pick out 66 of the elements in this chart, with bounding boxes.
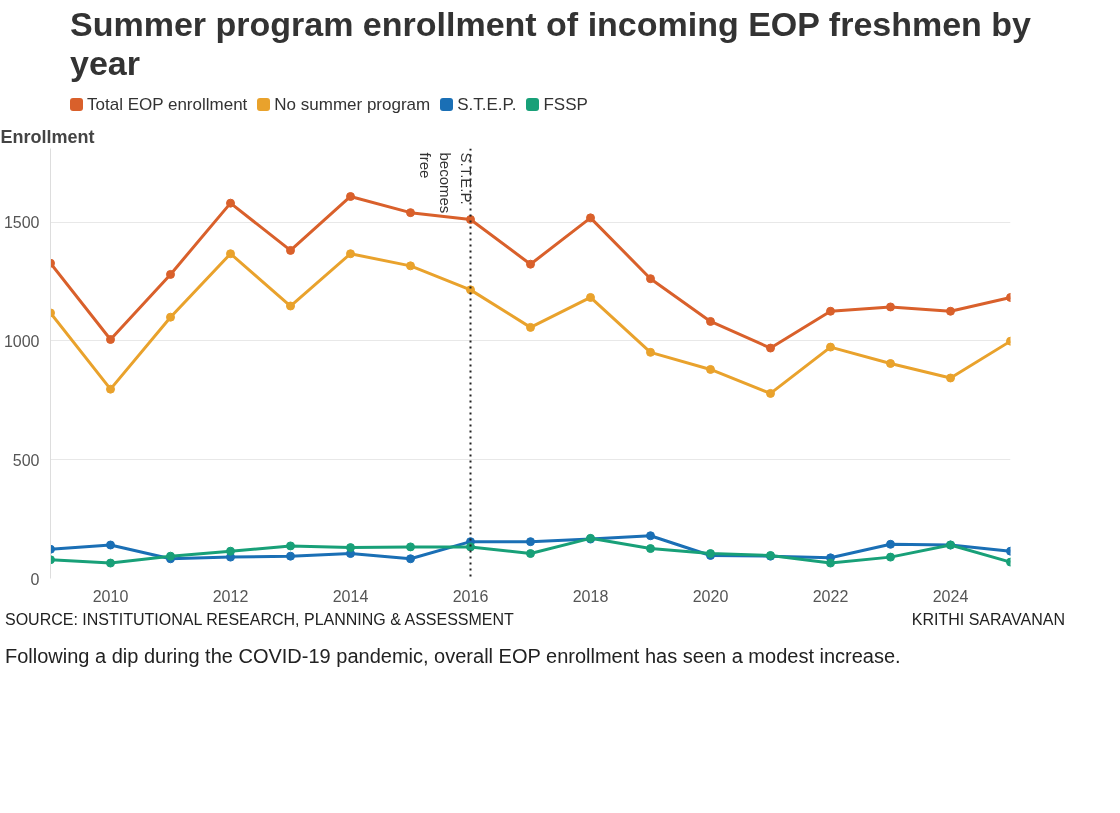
y-tick-label: 1000 — [3, 333, 40, 351]
x-tick-label: 2018 — [572, 587, 609, 605]
x-tick-label: 2024 — [932, 587, 969, 605]
point — [346, 249, 355, 259]
y-tick-label: 0 — [30, 570, 40, 588]
point — [406, 261, 415, 271]
point — [766, 344, 775, 354]
y-axis-title: Enrollment — [0, 126, 95, 147]
point — [766, 389, 775, 399]
legend-label: S.T.E.P. — [456, 95, 517, 115]
point — [646, 348, 655, 358]
point — [346, 192, 355, 202]
legend-label: FSSP — [542, 95, 588, 115]
chart-title: Summer program enrollment of incoming EOP freshmen by year — [70, 5, 1032, 84]
text: KRITHI SARAVANAN — [911, 610, 1065, 631]
point — [526, 549, 535, 559]
point — [526, 323, 535, 333]
point — [286, 301, 295, 311]
text: Following a dip during the COVID-19 pandemic, overall EOP enrollment has seen a modest increase. — [5, 644, 901, 670]
point — [646, 544, 655, 554]
x-tick-label: 2010 — [92, 587, 129, 605]
x-tick-label: 2014 — [332, 587, 369, 605]
point — [826, 343, 835, 353]
point — [886, 553, 895, 563]
point — [886, 302, 895, 312]
point — [706, 365, 715, 375]
point — [346, 543, 355, 553]
x-tick-label: 2022 — [812, 587, 849, 605]
point — [646, 274, 655, 284]
point — [286, 246, 295, 256]
point — [946, 307, 955, 317]
point — [706, 317, 715, 327]
point — [226, 249, 235, 259]
point — [406, 542, 415, 552]
point — [406, 208, 415, 218]
point — [526, 260, 535, 270]
point — [286, 552, 295, 562]
source-note: SOURCE: INSTITUTIONAL RESEARCH, PLANNING & ASSESSMENT — [5, 610, 514, 631]
point — [526, 537, 535, 547]
point — [646, 531, 655, 541]
point — [166, 313, 175, 323]
point — [826, 559, 835, 569]
point — [106, 559, 115, 569]
point — [466, 542, 475, 552]
point — [106, 385, 115, 395]
point — [406, 554, 415, 564]
x-tick-label: 2020 — [692, 587, 729, 605]
x-tick-label: 2016 — [452, 587, 489, 605]
point — [586, 293, 595, 303]
x-tick-label: 2012 — [212, 587, 249, 605]
point — [886, 359, 895, 369]
point — [826, 307, 835, 317]
legend-label: No summer program — [273, 95, 431, 115]
point — [286, 541, 295, 551]
point — [106, 540, 115, 550]
point — [586, 213, 595, 223]
ref-line-label: S.T.E.P. becomes free — [416, 152, 475, 214]
legend-label: Total EOP enrollment — [86, 95, 248, 115]
point — [106, 335, 115, 345]
y-tick-label: 1500 — [3, 214, 40, 232]
point — [226, 199, 235, 209]
point — [226, 547, 235, 557]
point — [166, 270, 175, 280]
point — [886, 540, 895, 550]
point — [946, 373, 955, 383]
y-tick-label: 500 — [12, 452, 40, 470]
